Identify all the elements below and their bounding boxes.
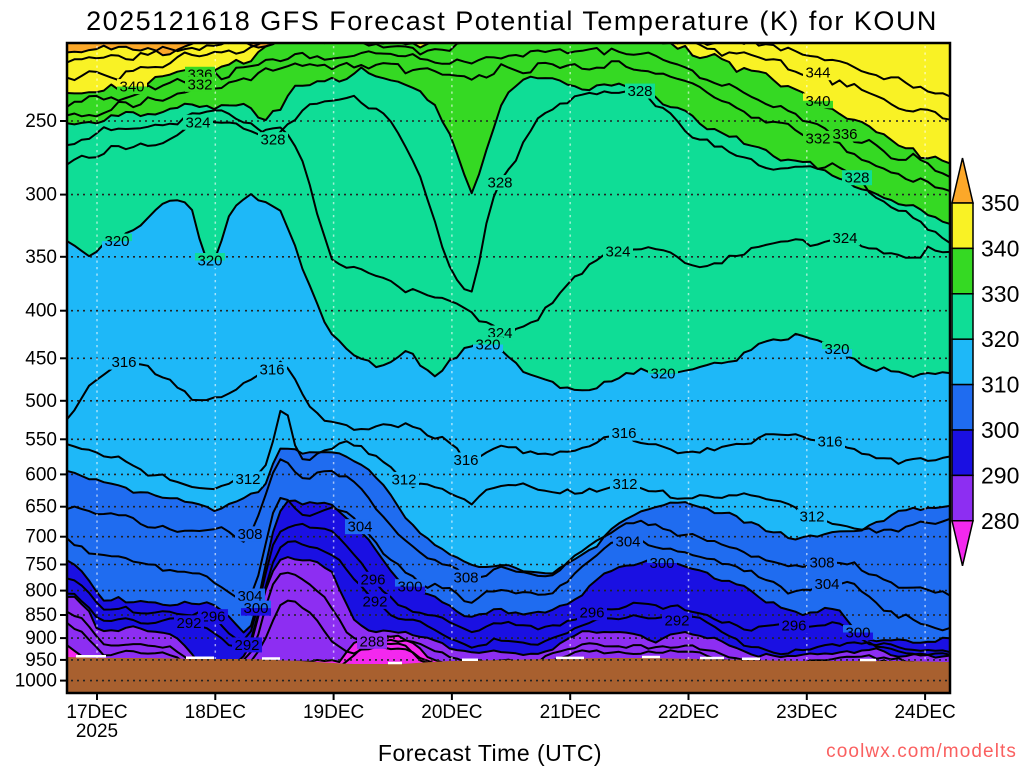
svg-text:312: 312 (235, 471, 260, 488)
svg-text:336: 336 (832, 126, 857, 143)
svg-text:coolwx.com/modelts: coolwx.com/modelts (826, 741, 1017, 762)
svg-text:21DEC: 21DEC (540, 702, 601, 723)
svg-text:308: 308 (809, 555, 834, 572)
svg-text:310: 310 (981, 372, 1019, 398)
svg-text:292: 292 (362, 593, 387, 610)
svg-text:300: 300 (25, 185, 57, 206)
svg-text:320: 320 (475, 337, 500, 354)
svg-text:308: 308 (237, 526, 262, 543)
svg-text:296: 296 (200, 609, 225, 626)
svg-text:23DEC: 23DEC (776, 702, 837, 723)
svg-text:304: 304 (814, 576, 839, 593)
svg-text:800: 800 (25, 581, 57, 602)
svg-text:320: 320 (650, 366, 675, 383)
svg-text:332: 332 (187, 76, 212, 93)
svg-text:400: 400 (25, 301, 57, 322)
svg-text:324: 324 (605, 244, 630, 261)
svg-text:300: 300 (397, 579, 422, 596)
svg-text:320: 320 (981, 326, 1019, 352)
svg-text:316: 316 (111, 354, 136, 371)
svg-text:340: 340 (119, 79, 144, 96)
svg-text:296: 296 (360, 571, 385, 588)
svg-text:900: 900 (25, 628, 57, 649)
svg-text:320: 320 (197, 253, 222, 270)
svg-text:328: 328 (627, 83, 652, 100)
svg-text:Forecast Time (UTC): Forecast Time (UTC) (378, 740, 602, 766)
svg-text:312: 312 (391, 471, 416, 488)
svg-text:296: 296 (781, 618, 806, 635)
svg-text:340: 340 (805, 93, 830, 110)
svg-text:308: 308 (453, 569, 478, 586)
svg-text:300: 300 (981, 417, 1019, 443)
svg-text:850: 850 (25, 605, 57, 626)
svg-text:300: 300 (243, 600, 268, 617)
svg-text:316: 316 (453, 452, 478, 469)
svg-text:290: 290 (981, 462, 1019, 488)
svg-text:1000: 1000 (15, 671, 57, 692)
svg-text:304: 304 (347, 519, 372, 536)
svg-text:328: 328 (487, 175, 512, 192)
svg-text:344: 344 (805, 65, 830, 82)
svg-text:280: 280 (981, 508, 1019, 534)
svg-text:2025121618 GFS Forecast Potent: 2025121618 GFS Forecast Potential Temper… (86, 6, 938, 36)
svg-text:316: 316 (259, 362, 284, 379)
svg-text:2025: 2025 (76, 721, 118, 742)
svg-text:550: 550 (25, 429, 57, 450)
svg-text:350: 350 (981, 190, 1019, 216)
svg-text:750: 750 (25, 555, 57, 576)
svg-text:19DEC: 19DEC (303, 702, 364, 723)
svg-text:312: 312 (799, 509, 824, 526)
svg-text:324: 324 (185, 114, 210, 131)
svg-text:17DEC: 17DEC (66, 702, 127, 723)
svg-text:20DEC: 20DEC (421, 702, 482, 723)
svg-text:320: 320 (824, 341, 849, 358)
svg-text:320: 320 (104, 233, 129, 250)
svg-text:304: 304 (615, 534, 640, 551)
svg-text:292: 292 (176, 615, 201, 632)
svg-text:300: 300 (649, 555, 674, 572)
svg-text:350: 350 (25, 247, 57, 268)
svg-text:292: 292 (234, 637, 259, 654)
svg-text:700: 700 (25, 527, 57, 548)
svg-text:316: 316 (817, 434, 842, 451)
svg-text:650: 650 (25, 497, 57, 518)
svg-text:292: 292 (664, 613, 689, 630)
svg-text:340: 340 (981, 235, 1019, 261)
svg-text:600: 600 (25, 464, 57, 485)
svg-text:250: 250 (25, 111, 57, 132)
svg-text:312: 312 (612, 476, 637, 493)
svg-text:324: 324 (832, 230, 857, 247)
svg-text:328: 328 (844, 170, 869, 187)
svg-text:22DEC: 22DEC (658, 702, 719, 723)
svg-text:332: 332 (805, 130, 830, 147)
svg-text:316: 316 (611, 425, 636, 442)
svg-text:300: 300 (845, 625, 870, 642)
svg-text:330: 330 (981, 281, 1019, 307)
svg-text:18DEC: 18DEC (185, 702, 246, 723)
svg-text:450: 450 (25, 348, 57, 369)
svg-text:24DEC: 24DEC (894, 702, 955, 723)
svg-text:296: 296 (579, 605, 604, 622)
svg-text:288: 288 (359, 633, 384, 650)
svg-text:950: 950 (25, 650, 57, 671)
svg-text:500: 500 (25, 391, 57, 412)
svg-text:328: 328 (260, 132, 285, 149)
